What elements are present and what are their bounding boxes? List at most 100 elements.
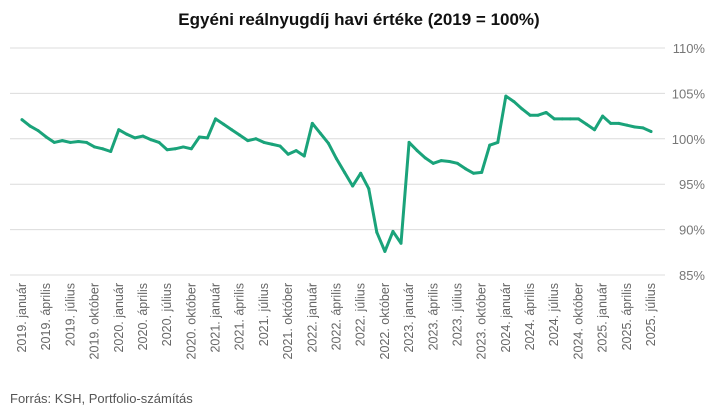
data-point: [447, 160, 451, 163]
data-point: [109, 150, 113, 154]
data-point: [20, 118, 24, 122]
x-tick-label: 2024. április: [523, 283, 537, 350]
data-point: [464, 167, 468, 171]
data-point: [76, 140, 80, 144]
data-point: [28, 124, 32, 128]
x-tick-label: 2024. július: [547, 283, 561, 346]
x-tick-label: 2023. július: [450, 283, 464, 346]
data-point: [117, 128, 121, 132]
y-tick-label: 95%: [679, 177, 705, 192]
x-tick-label: 2022. október: [378, 283, 392, 359]
data-point: [205, 136, 209, 140]
data-point: [601, 114, 605, 118]
series-line: [20, 94, 653, 253]
data-point: [544, 110, 548, 114]
data-point: [431, 161, 435, 165]
data-point: [552, 117, 556, 121]
x-tick-label: 2025. július: [644, 283, 658, 346]
data-point: [36, 129, 40, 133]
data-point: [359, 171, 363, 175]
data-point: [423, 156, 427, 160]
x-tick-label: 2019. január: [15, 283, 29, 353]
x-tick-label: 2025. január: [596, 283, 610, 353]
y-tick-label: 100%: [672, 132, 706, 147]
data-point: [576, 117, 580, 121]
data-point: [584, 122, 588, 126]
x-tick-label: 2019. október: [88, 283, 102, 359]
data-point: [230, 128, 234, 132]
data-point: [536, 113, 540, 117]
data-point: [278, 144, 282, 148]
y-tick-label: 105%: [672, 86, 706, 101]
x-tick-label: 2024. január: [499, 283, 513, 353]
data-point: [568, 117, 572, 121]
data-point: [157, 140, 161, 144]
data-point: [472, 171, 476, 175]
data-point: [262, 140, 266, 144]
data-point: [593, 128, 597, 132]
data-point: [609, 121, 613, 125]
data-point: [641, 126, 645, 130]
data-point: [181, 145, 185, 149]
grid-layer: [10, 47, 665, 276]
chart-source: Forrás: KSH, Portfolio-számítás: [10, 391, 193, 406]
x-tick-label: 2022. január: [305, 283, 319, 353]
data-point: [101, 147, 105, 151]
data-point: [44, 135, 48, 139]
data-point: [560, 117, 564, 121]
x-tick-label: 2023. április: [426, 283, 440, 350]
x-tick-label: 2022. július: [354, 283, 368, 346]
y-tick-label: 110%: [673, 41, 706, 56]
data-point: [294, 149, 298, 153]
x-tick-label: 2021. január: [209, 283, 223, 353]
chart-title: Egyéni reálnyugdíj havi értéke (2019 = 1…: [178, 10, 540, 29]
data-point: [633, 125, 637, 129]
x-tick-label: 2019. április: [39, 283, 53, 350]
data-point: [125, 132, 129, 136]
data-point: [351, 184, 355, 188]
data-point: [375, 230, 379, 234]
y-axis-tick-labels: 85% 90% 95% 100% 105% 110%: [672, 41, 706, 283]
data-point: [399, 241, 403, 245]
y-tick-label: 90%: [679, 223, 705, 238]
data-point: [335, 157, 338, 161]
x-tick-label: 2020. október: [184, 283, 198, 359]
data-point: [455, 161, 459, 165]
data-point: [246, 139, 250, 143]
data-point: [68, 140, 72, 144]
data-point: [326, 141, 330, 145]
x-tick-label: 2021. április: [233, 283, 247, 350]
data-point: [480, 170, 484, 174]
x-tick-label: 2020. július: [160, 283, 174, 346]
data-point: [488, 143, 492, 147]
data-point: [367, 187, 371, 191]
data-point: [197, 135, 201, 139]
data-point: [302, 154, 306, 158]
data-point: [439, 159, 443, 163]
x-tick-label: 2022. április: [330, 283, 344, 350]
x-tick-label: 2020. január: [112, 283, 126, 353]
x-tick-label: 2021. október: [281, 283, 295, 359]
data-point: [496, 140, 500, 144]
x-axis-tick-labels: 2019. január 2019. április 2019. július 201…: [15, 283, 658, 359]
data-point: [93, 145, 97, 149]
data-point: [286, 152, 290, 156]
data-point: [254, 137, 258, 141]
data-point: [391, 229, 395, 233]
data-point: [189, 147, 193, 151]
data-point: [649, 130, 653, 134]
data-point: [343, 170, 347, 174]
data-point: [173, 147, 177, 151]
data-point: [52, 140, 56, 144]
x-tick-label: 2021. július: [257, 283, 271, 346]
data-point: [141, 134, 145, 138]
data-point: [625, 123, 629, 127]
data-point: [617, 121, 621, 125]
data-point: [60, 139, 64, 143]
data-point: [133, 136, 137, 140]
x-tick-label: 2020. április: [136, 283, 150, 350]
series-layer: [20, 94, 653, 253]
data-point: [383, 249, 387, 253]
data-point: [415, 149, 419, 153]
